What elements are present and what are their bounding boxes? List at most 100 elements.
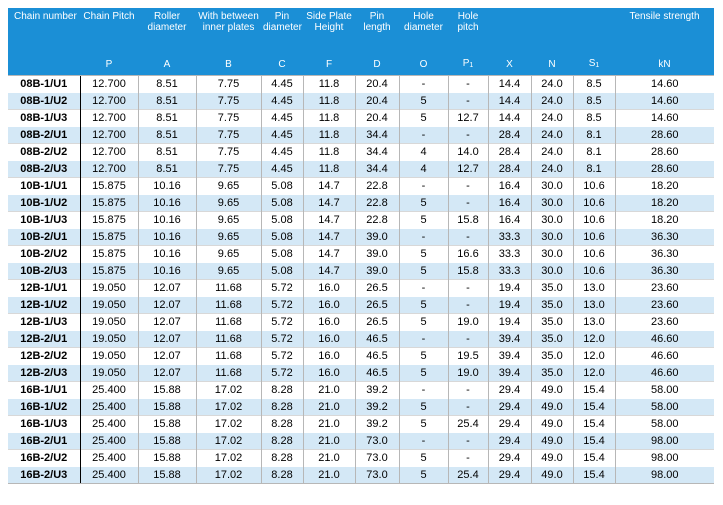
- table-cell: 73.0: [354, 449, 399, 467]
- table-cell: 5.08: [260, 245, 303, 263]
- table-cell: 49.0: [530, 432, 573, 450]
- chain-number-cell: 10B-1/U3: [8, 211, 80, 229]
- table-cell: 13.0: [572, 279, 615, 297]
- table-cell: 39.0: [354, 245, 399, 263]
- column-symbol: C: [261, 51, 303, 76]
- table-cell: 15.875: [79, 262, 138, 280]
- table-cell: -: [447, 330, 488, 348]
- table-cell: 7.75: [195, 160, 261, 178]
- table-cell: 49.0: [530, 381, 573, 399]
- chain-spec-table-container: Chain number Chain Pitch Roller diameter Wi…: [8, 8, 714, 484]
- table-cell: 25.4: [447, 415, 488, 433]
- table-cell: 5: [398, 415, 448, 433]
- table-cell: 7.75: [195, 92, 261, 110]
- table-cell: 5: [398, 398, 448, 416]
- table-body: 08B-1/U1 12.700 8.51 7.75 4.45 11.8 20.4- -14.4…: [8, 75, 714, 484]
- table-cell: 28.60: [614, 160, 714, 178]
- table-cell: 39.4: [487, 364, 531, 382]
- table-cell: 14.60: [614, 109, 714, 127]
- table-cell: 7.75: [195, 126, 261, 144]
- table-cell: 14.7: [302, 228, 355, 246]
- table-cell: 15.4: [572, 466, 615, 484]
- table-cell: 12.0: [572, 364, 615, 382]
- column-symbol: X: [488, 51, 531, 76]
- table-cell: 49.0: [530, 466, 573, 484]
- table-row: 08B-2/U1 12.700 8.51 7.75 4.45 11.8 34.4- -28.4…: [8, 126, 714, 144]
- table-cell: 8.28: [260, 398, 303, 416]
- table-cell: 11.68: [195, 364, 261, 382]
- table-cell: 13.0: [572, 296, 615, 314]
- table-cell: 16.4: [487, 194, 531, 212]
- table-cell: 8.51: [137, 75, 196, 93]
- table-cell: 5: [398, 262, 448, 280]
- table-cell: 5: [398, 364, 448, 382]
- chain-number-cell: 16B-1/U3: [8, 415, 80, 433]
- table-cell: 29.4: [487, 415, 531, 433]
- table-row: 16B-2/U3 25.400 15.88 17.02 8.28 21.0 73.0 5 25.…: [8, 466, 714, 484]
- table-cell: 33.3: [487, 262, 531, 280]
- table-cell: 5.08: [260, 262, 303, 280]
- column-symbol: A: [138, 51, 196, 76]
- table-cell: 26.5: [354, 296, 399, 314]
- table-cell: 5: [398, 347, 448, 365]
- table-cell: 35.0: [530, 279, 573, 297]
- table-cell: 14.7: [302, 262, 355, 280]
- symbol-row: P A B C F D O P1 X N S1 kN: [8, 51, 714, 76]
- table-cell: 20.4: [354, 92, 399, 110]
- table-cell: 22.8: [354, 211, 399, 229]
- table-row: 10B-2/U2 15.875 10.16 9.65 5.08 14.7 39.0 5 16.6…: [8, 245, 714, 263]
- table-cell: 39.2: [354, 415, 399, 433]
- table-cell: 5: [398, 296, 448, 314]
- table-cell: 15.4: [572, 449, 615, 467]
- column-symbol: P: [80, 51, 138, 76]
- table-cell: 28.60: [614, 143, 714, 161]
- table-cell: -: [447, 398, 488, 416]
- table-cell: 5.08: [260, 177, 303, 195]
- table-cell: 16.0: [302, 313, 355, 331]
- table-row: 08B-1/U2 12.700 8.51 7.75 4.45 11.8 20.4 5-14.4…: [8, 92, 714, 110]
- table-cell: 29.4: [487, 466, 531, 484]
- table-cell: 12.700: [79, 75, 138, 93]
- table-cell: 14.60: [614, 75, 714, 93]
- table-cell: 8.51: [137, 143, 196, 161]
- column-header: Hole diameter: [399, 8, 448, 51]
- table-cell: -: [447, 449, 488, 467]
- table-cell: 14.7: [302, 245, 355, 263]
- chain-number-cell: 16B-1/U1: [8, 381, 80, 399]
- column-header: [488, 8, 531, 51]
- table-cell: 46.5: [354, 347, 399, 365]
- table-cell: 14.0: [447, 143, 488, 161]
- chain-number-cell: 10B-1/U1: [8, 177, 80, 195]
- table-cell: 33.3: [487, 245, 531, 263]
- column-header: Chain number: [8, 8, 80, 51]
- column-header: Hole pitch: [448, 8, 488, 51]
- table-cell: 46.60: [614, 347, 714, 365]
- table-cell: 12.07: [137, 279, 196, 297]
- table-cell: 29.4: [487, 381, 531, 399]
- chain-number-cell: 08B-1/U3: [8, 109, 80, 127]
- table-cell: 12.700: [79, 160, 138, 178]
- table-cell: -: [447, 126, 488, 144]
- table-cell: 11.68: [195, 347, 261, 365]
- table-row: 16B-1/U2 25.400 15.88 17.02 8.28 21.0 39.2 5-29…: [8, 398, 714, 416]
- table-cell: 11.8: [302, 75, 355, 93]
- table-cell: 10.16: [137, 228, 196, 246]
- header-row: Chain number Chain Pitch Roller diameter Wi…: [8, 8, 714, 51]
- table-cell: 24.0: [530, 92, 573, 110]
- table-cell: 29.4: [487, 398, 531, 416]
- table-cell: 34.4: [354, 143, 399, 161]
- table-cell: 22.8: [354, 177, 399, 195]
- chain-number-cell: 08B-1/U2: [8, 92, 80, 110]
- table-cell: 18.20: [614, 177, 714, 195]
- symbol-text: P: [462, 57, 470, 69]
- table-row: 08B-2/U3 12.700 8.51 7.75 4.45 11.8 34.4 4 12.7 2…: [8, 160, 714, 178]
- column-symbol: B: [196, 51, 261, 76]
- table-cell: 15.88: [137, 381, 196, 399]
- table-row: 10B-1/U1 15.875 10.16 9.65 5.08 14.7 22.8- -16.…: [8, 177, 714, 195]
- table-cell: 22.8: [354, 194, 399, 212]
- table-row: 16B-2/U1 25.400 15.88 17.02 8.28 21.0 73.0- -29…: [8, 432, 714, 450]
- table-cell: 11.68: [195, 330, 261, 348]
- table-cell: 5.72: [260, 313, 303, 331]
- column-header: Chain Pitch: [80, 8, 138, 51]
- table-cell: 21.0: [302, 449, 355, 467]
